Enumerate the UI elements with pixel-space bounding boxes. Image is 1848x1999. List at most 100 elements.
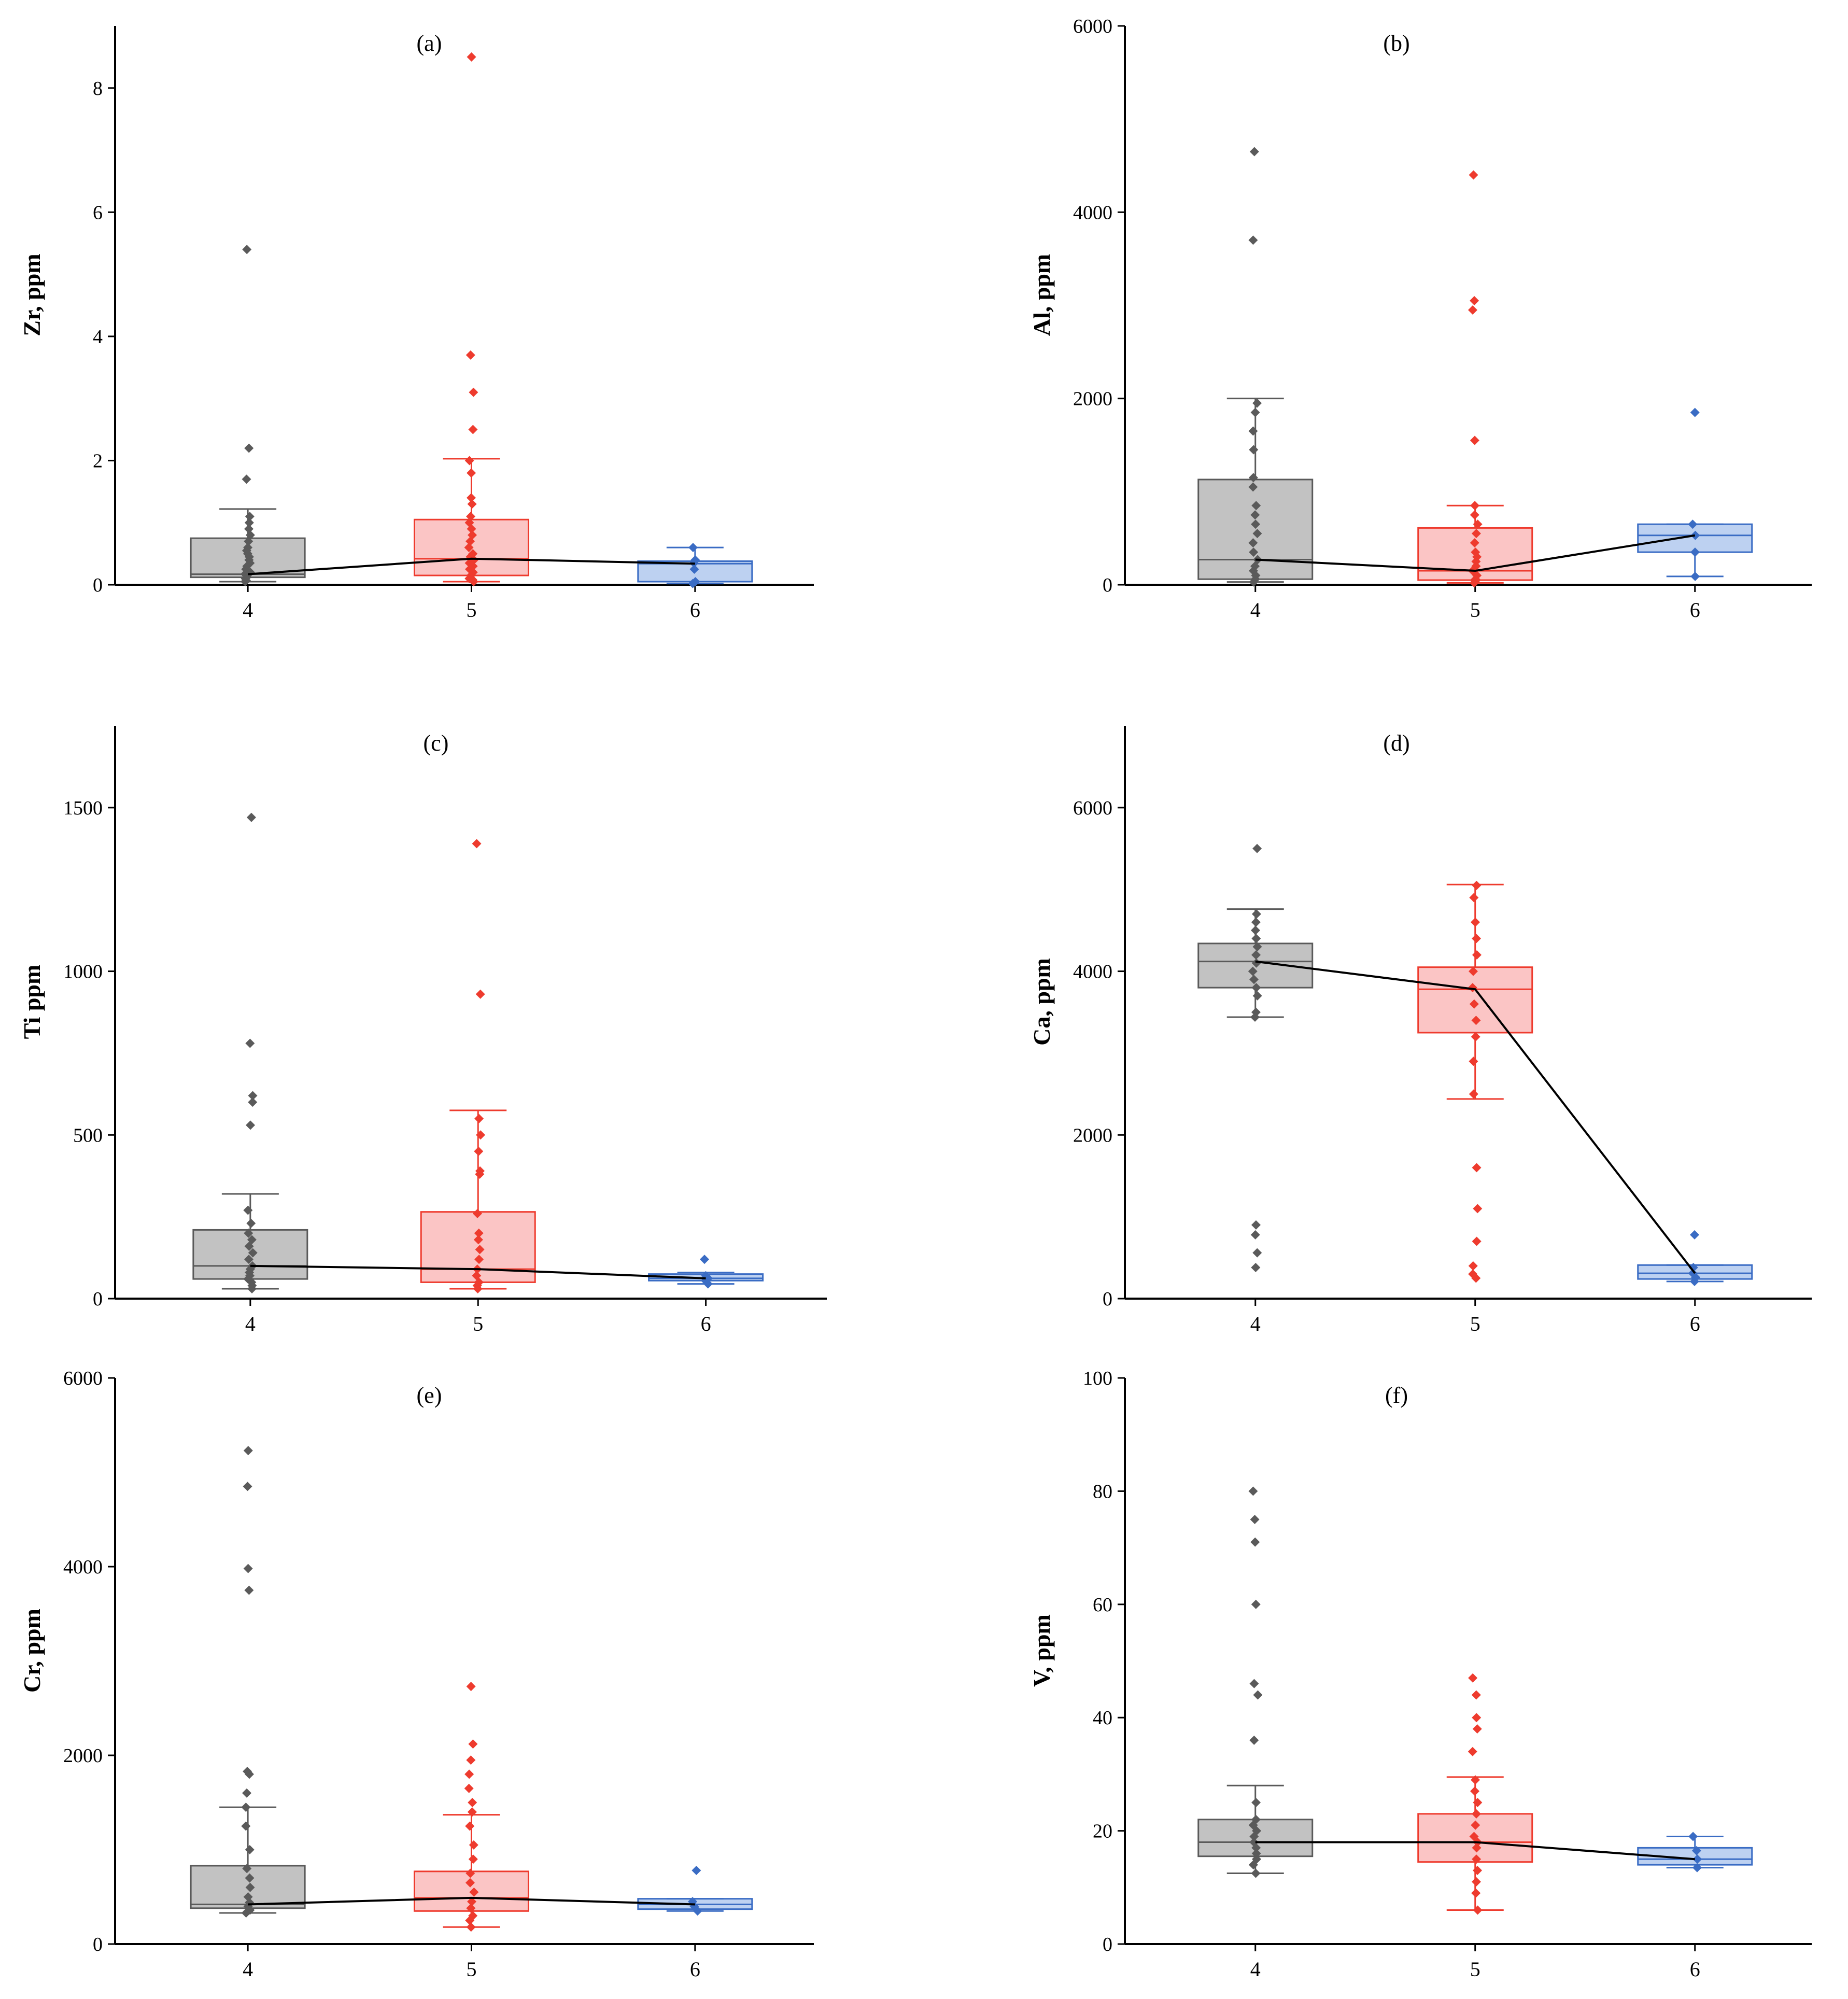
data-point [465,1868,475,1878]
data-point [1688,1832,1698,1841]
data-point [244,443,254,453]
data-point [1471,529,1481,539]
data-point [1471,1809,1481,1819]
panel-b: 0 2000 4000 6000 4 5 6 (b) Al, ppm [1028,16,1812,622]
panel-c: 0 500 1000 1500 4 5 6 (c) Ti ppm [19,726,827,1335]
data-point [1251,950,1261,960]
data-point [1469,1089,1478,1099]
y-axis-label: Ca, ppm [1028,958,1055,1046]
data-point [1251,1007,1261,1017]
box-group-5 [1417,170,1533,588]
y-tick-label: 4000 [1073,202,1112,223]
data-point [1251,917,1261,927]
x-tick-label: 5 [466,1958,476,1981]
data-point [465,1821,475,1831]
data-point [475,989,485,999]
data-point [1251,1868,1261,1878]
data-point [1468,1747,1477,1756]
data-point [1472,880,1482,890]
x-tick-label: 5 [473,1312,483,1335]
box-group-4 [1197,843,1314,1273]
y-tick-label: 500 [73,1124,103,1146]
y-axis-label: Ti ppm [19,965,45,1039]
data-point [1690,1230,1700,1240]
box-group-6 [637,543,753,588]
data-point [1472,1236,1482,1246]
data-point [1251,1220,1261,1230]
data-point [464,1783,474,1793]
data-point [1251,909,1261,919]
x-tick-label: 5 [1470,1312,1480,1335]
y-tick-label: 2000 [1073,1124,1112,1146]
data-point [1469,999,1479,1009]
y-tick-label: 2000 [1073,388,1112,410]
data-point [1248,1486,1258,1496]
data-point [474,1114,484,1123]
data-point [247,1235,257,1245]
data-point [1470,510,1479,520]
data-point [245,1845,255,1854]
data-point [1472,1163,1482,1173]
data-point [1469,966,1478,976]
y-tick-label: 0 [1103,1288,1112,1310]
data-point [1253,1690,1263,1700]
x-tick-label: 6 [701,1312,711,1335]
data-point [476,1130,486,1140]
data-point [1688,1269,1698,1278]
data-point [244,1585,254,1595]
data-point [472,1208,482,1218]
y-tick-label: 4000 [1073,961,1112,983]
data-point [1251,958,1261,968]
data-point [1250,1515,1260,1524]
data-point [1249,147,1259,157]
y-tick-label: 6 [93,202,103,223]
x-tick-label: 6 [690,598,700,622]
data-point [1472,934,1482,944]
box-group-6 [1637,1230,1753,1286]
x-tick-label: 6 [690,1958,700,1981]
data-point [1472,950,1482,960]
data-point [1469,170,1478,180]
data-point [1250,407,1260,417]
data-point [464,456,474,466]
panel-f: 0 20 40 60 80 100 4 5 6 (f) V, ppm [1028,1368,1812,1981]
data-point [468,1911,478,1921]
data-point [469,1840,478,1850]
box-group-6 [637,1866,753,1916]
data-point [466,1755,476,1765]
data-point [474,1255,484,1264]
data-point [1471,917,1480,927]
data-point [1470,435,1479,445]
data-point [1473,1905,1483,1915]
data-point [473,1235,483,1245]
data-point [244,518,254,528]
y-tick-label: 2000 [63,1745,103,1767]
data-point [1470,296,1479,306]
data-point [465,1878,475,1888]
data-point [243,1766,252,1776]
data-point [1472,1724,1482,1734]
data-point [1252,529,1262,539]
panel-title: (d) [1383,730,1409,756]
data-point [467,499,477,509]
data-point [244,524,254,534]
data-point [1471,1775,1480,1785]
data-point [475,1166,485,1176]
y-tick-label: 100 [1083,1368,1112,1389]
data-point [468,549,478,559]
data-point [466,1922,476,1932]
data-point [1692,1854,1702,1864]
data-point [467,1897,477,1907]
data-point [1252,991,1262,1001]
data-point [700,1255,710,1264]
box-group-4 [192,812,308,1294]
data-point [1472,1854,1482,1864]
data-point [1252,1248,1262,1258]
data-point [1473,1866,1483,1876]
panel-title: (e) [417,1383,442,1408]
y-axis-label: Cr, ppm [19,1609,45,1693]
y-tick-label: 6000 [1073,16,1112,37]
data-point [1251,501,1261,511]
data-point [464,543,474,553]
